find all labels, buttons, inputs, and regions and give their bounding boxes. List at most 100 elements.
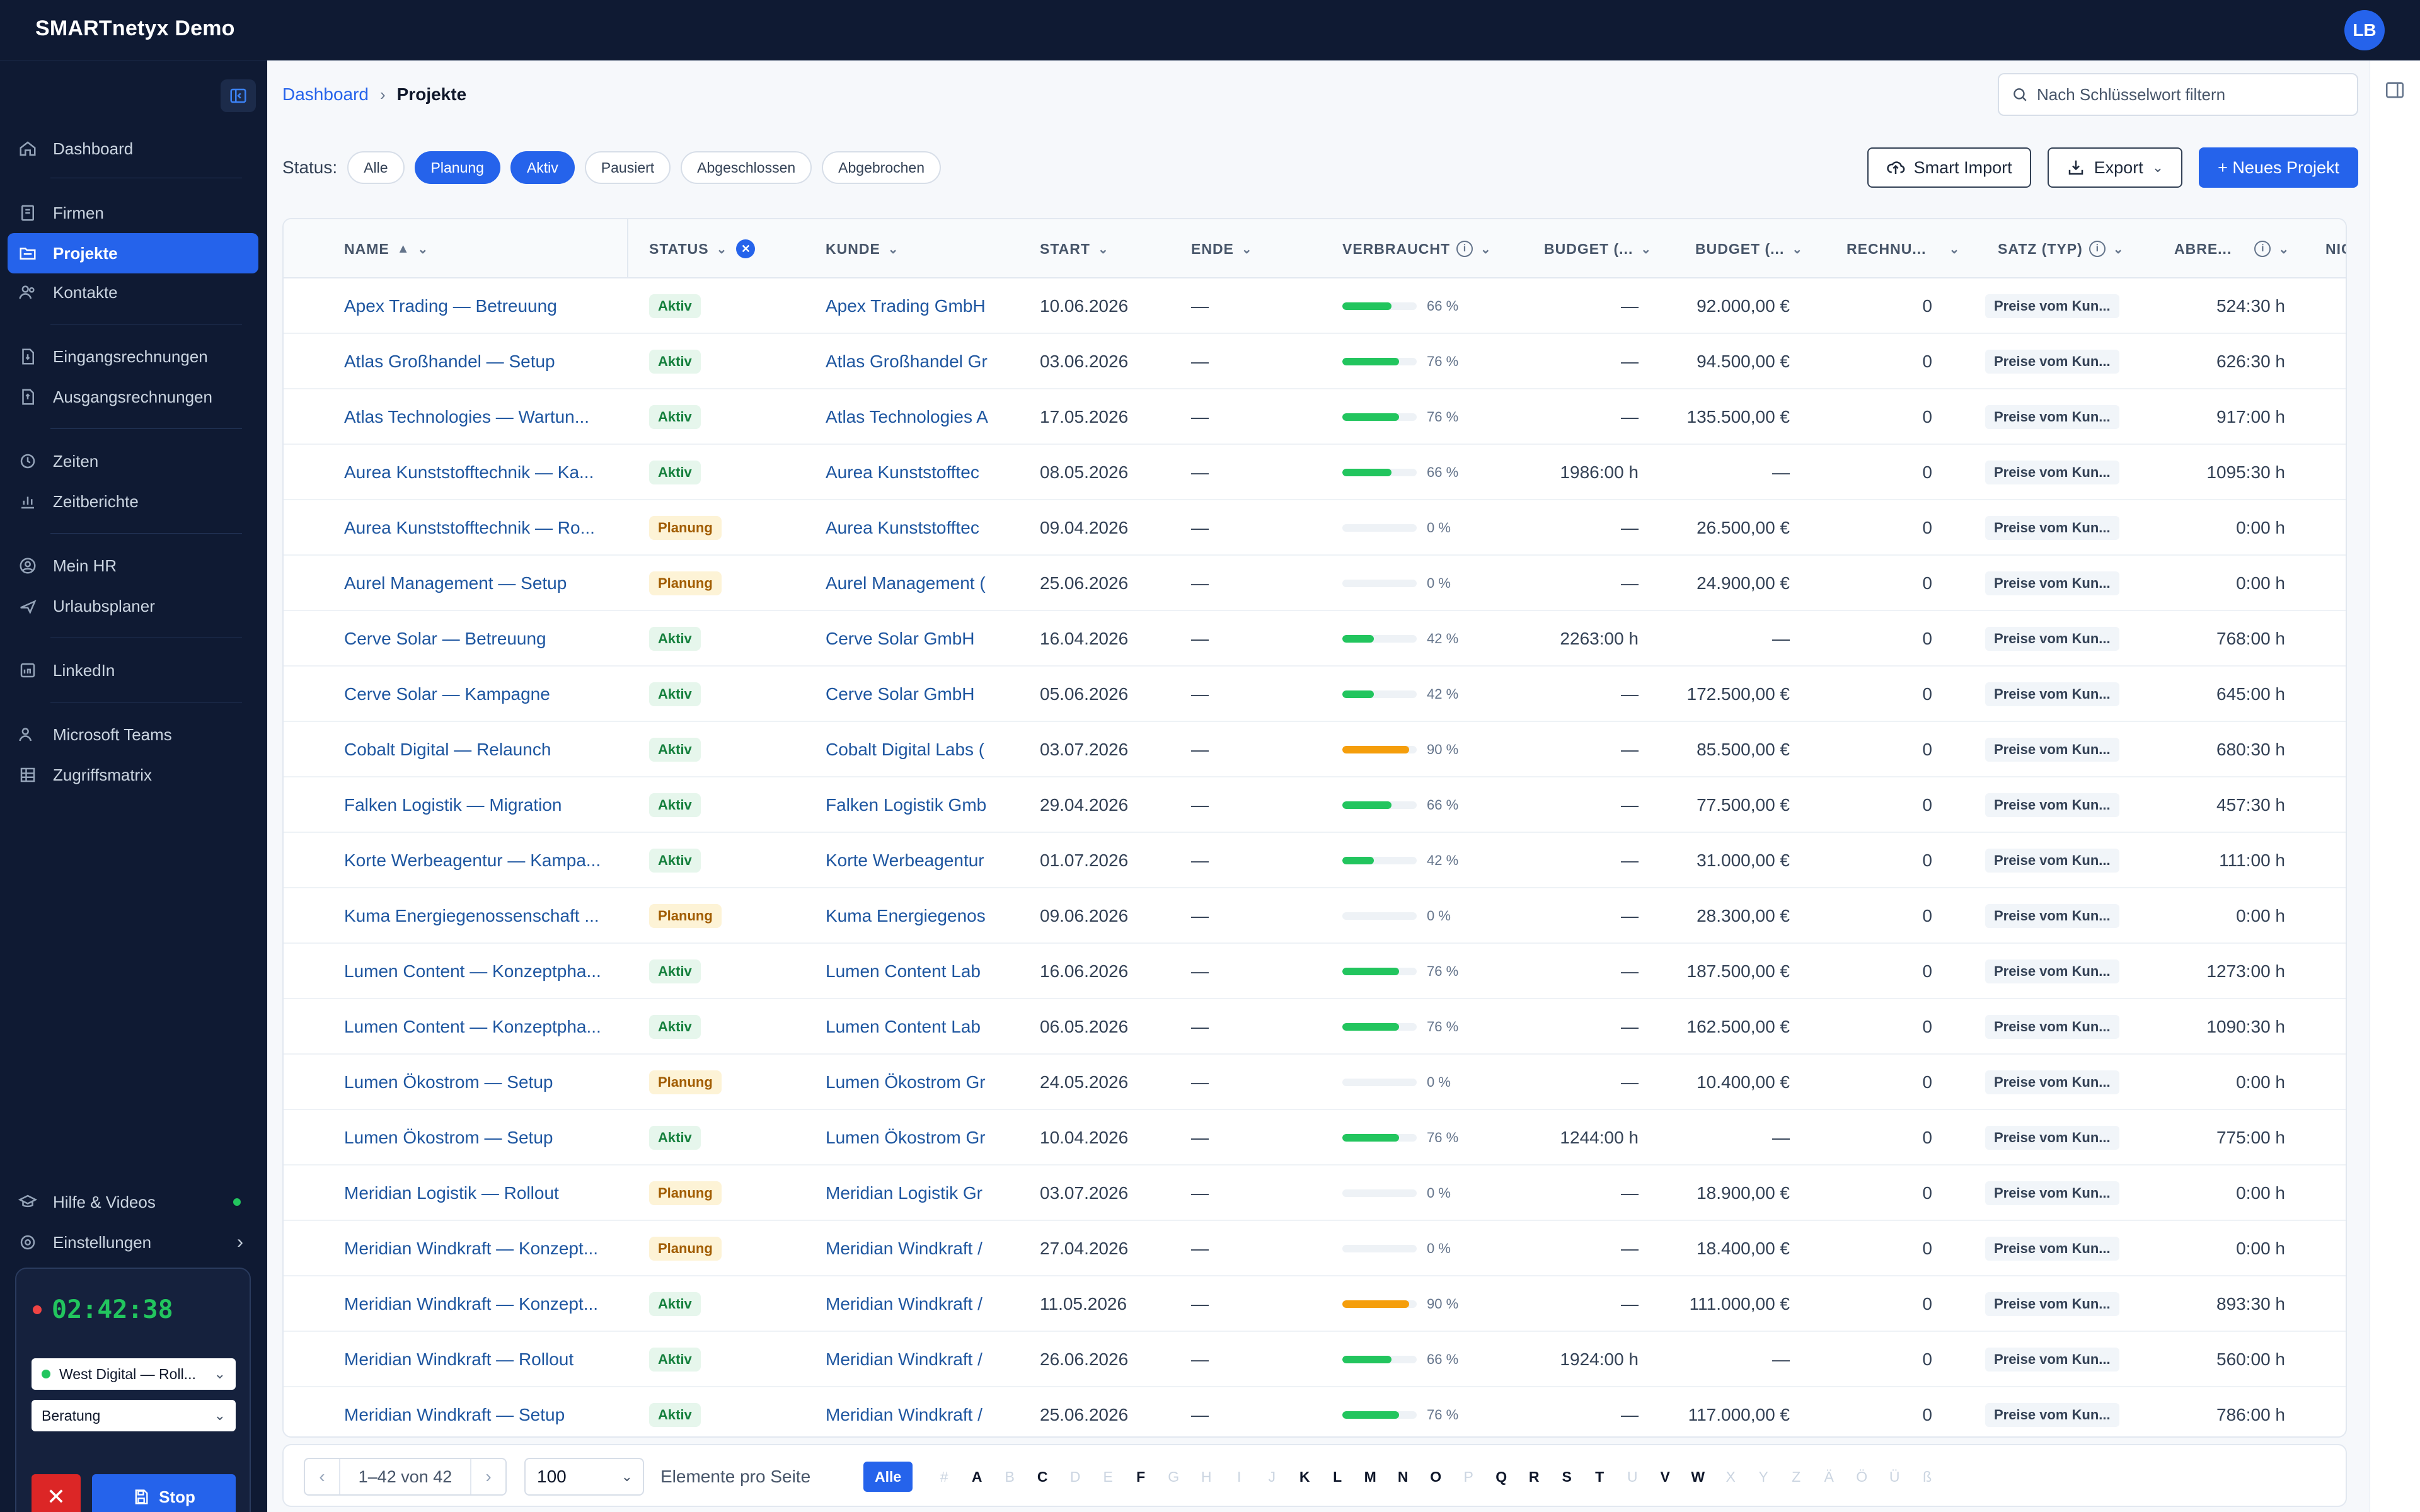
customer-link[interactable]: Atlas Technologies A xyxy=(826,407,988,427)
column-header-kunde[interactable]: KUNDE ⌄ xyxy=(826,219,899,278)
page-size-select[interactable]: 100 ⌄ xyxy=(524,1458,644,1496)
project-name-link[interactable]: Atlas Großhandel — Setup xyxy=(344,334,609,389)
table-row[interactable]: Meridian Windkraft — Konzept... Aktiv Meri… xyxy=(284,1276,2346,1332)
customer-link[interactable]: Meridian Windkraft / xyxy=(826,1239,982,1258)
info-icon[interactable]: i xyxy=(2089,241,2106,257)
customer-link[interactable]: Lumen Content Lab xyxy=(826,1017,981,1036)
table-row[interactable]: Kuma Energiegenossenschaft ... Planung Kum… xyxy=(284,888,2346,944)
project-name-link[interactable]: Meridian Windkraft — Konzept... xyxy=(344,1221,609,1276)
project-name-link[interactable]: Cerve Solar — Betreuung xyxy=(344,611,609,667)
customer-link[interactable]: Meridian Windkraft / xyxy=(826,1294,982,1314)
table-row[interactable]: Apex Trading — Betreuung Aktiv Apex Tradin… xyxy=(284,278,2346,334)
table-row[interactable]: Lumen Content — Konzeptpha... Aktiv Lumen … xyxy=(284,999,2346,1055)
project-name-link[interactable]: Atlas Technologies — Wartun... xyxy=(344,389,609,445)
letter-filter[interactable]: C xyxy=(1037,1468,1048,1485)
customer-link[interactable]: Aurel Management ( xyxy=(826,573,986,593)
sidebar-item-zeiten[interactable]: Zeiten xyxy=(8,441,258,481)
timer-activity-select[interactable]: Beratung ⌄ xyxy=(32,1400,236,1431)
next-page-button[interactable]: › xyxy=(485,1467,492,1486)
customer-link[interactable]: Atlas Großhandel Gr xyxy=(826,352,988,371)
table-row[interactable]: Meridian Logistik — Rollout Planung Meridi… xyxy=(284,1166,2346,1221)
column-header-start[interactable]: START ⌄ xyxy=(1040,219,1109,278)
new-project-button[interactable]: + Neues Projekt xyxy=(2199,147,2358,188)
project-name-link[interactable]: Aurea Kunststofftechnik — Ka... xyxy=(344,445,609,500)
customer-link[interactable]: Kuma Energiegenos xyxy=(826,906,986,925)
project-name-link[interactable]: Lumen Ökostrom — Setup xyxy=(344,1110,609,1166)
project-name-link[interactable]: Meridian Windkraft — Rollout xyxy=(344,1332,609,1387)
customer-link[interactable]: Lumen Ökostrom Gr xyxy=(826,1128,986,1147)
customer-link[interactable]: Cobalt Digital Labs ( xyxy=(826,740,985,759)
letter-filter[interactable]: V xyxy=(1660,1468,1670,1485)
search-box[interactable] xyxy=(1998,73,2358,116)
project-name-link[interactable]: Meridian Windkraft — Konzept... xyxy=(344,1276,609,1332)
project-name-link[interactable]: Aurel Management — Setup xyxy=(344,556,609,611)
table-row[interactable]: Lumen Content — Konzeptpha... Aktiv Lumen … xyxy=(284,944,2346,999)
table-row[interactable]: Aurel Management — Setup Planung Aurel Man… xyxy=(284,556,2346,611)
prev-page-button[interactable]: ‹ xyxy=(319,1467,325,1486)
column-header-verbraucht[interactable]: VERBRAUCHT i ⌄ xyxy=(1342,219,1492,278)
sidebar-item-mein-hr[interactable]: Mein HR xyxy=(8,546,258,586)
sidebar-item-dashboard[interactable]: Dashboard xyxy=(8,129,258,169)
sidebar-item-microsoft-teams[interactable]: Microsoft Teams xyxy=(8,714,258,755)
letter-filter[interactable]: Q xyxy=(1495,1468,1507,1485)
table-row[interactable]: Cerve Solar — Kampagne Aktiv Cerve Solar G… xyxy=(284,667,2346,722)
letter-filter[interactable]: L xyxy=(1333,1468,1342,1485)
letter-filter[interactable]: F xyxy=(1136,1468,1146,1485)
sidebar-item-linkedin[interactable]: LinkedIn xyxy=(8,650,258,690)
timer-discard-button[interactable]: ✕ xyxy=(32,1474,81,1512)
table-row[interactable]: Lumen Ökostrom — Setup Planung Lumen Ökost… xyxy=(284,1055,2346,1110)
project-name-link[interactable]: Falken Logistik — Migration xyxy=(344,777,609,833)
table-row[interactable]: Aurea Kunststofftechnik — Ro... Planung Au… xyxy=(284,500,2346,556)
sidebar-item-eingangsrechnungen[interactable]: Eingangsrechnungen xyxy=(8,336,258,377)
letter-filter[interactable]: K xyxy=(1299,1468,1310,1485)
project-name-link[interactable]: Lumen Ökostrom — Setup xyxy=(344,1055,609,1110)
sidebar-item-zugriffsmatrix[interactable]: Zugriffsmatrix xyxy=(8,755,258,795)
column-header-budget-hours[interactable]: BUDGET (... ⌄ xyxy=(1544,219,1652,278)
letter-filter[interactable]: T xyxy=(1595,1468,1605,1485)
clear-filter-icon[interactable]: ✕ xyxy=(736,239,756,258)
status-chip-planung[interactable]: Planung xyxy=(414,151,500,184)
table-row[interactable]: Atlas Großhandel — Setup Aktiv Atlas Großh… xyxy=(284,334,2346,389)
customer-link[interactable]: Meridian Windkraft / xyxy=(826,1349,982,1369)
column-header-nicht[interactable]: NICH xyxy=(2325,219,2346,278)
customer-link[interactable]: Cerve Solar GmbH xyxy=(826,684,975,704)
project-name-link[interactable]: Apex Trading — Betreuung xyxy=(344,278,609,334)
panel-toggle-button[interactable] xyxy=(2384,79,2406,104)
letter-filter[interactable]: S xyxy=(1562,1468,1572,1485)
column-header-ende[interactable]: ENDE ⌄ xyxy=(1191,219,1253,278)
customer-link[interactable]: Aurea Kunststofftec xyxy=(826,462,979,482)
customer-link[interactable]: Falken Logistik Gmb xyxy=(826,795,987,815)
project-name-link[interactable]: Korte Werbeagentur — Kampa... xyxy=(344,833,609,888)
sidebar-item-zeitberichte[interactable]: Zeitberichte xyxy=(8,481,258,522)
column-header-status[interactable]: STATUS ⌄ ✕ xyxy=(649,219,756,278)
sidebar-collapse-button[interactable] xyxy=(221,79,256,112)
sidebar-item-projekte[interactable]: Projekte xyxy=(8,233,258,273)
table-row[interactable]: Korte Werbeagentur — Kampa... Aktiv Korte … xyxy=(284,833,2346,888)
column-header-budget-eur[interactable]: BUDGET (... ⌄ xyxy=(1695,219,1803,278)
search-input[interactable] xyxy=(2037,84,2339,105)
info-icon[interactable]: i xyxy=(1456,241,1473,257)
breadcrumb-dashboard-link[interactable]: Dashboard xyxy=(282,84,369,104)
project-name-link[interactable]: Cobalt Digital — Relaunch xyxy=(344,722,609,777)
table-row[interactable]: Meridian Windkraft — Setup Aktiv Meridian … xyxy=(284,1387,2346,1436)
status-chip-pausiert[interactable]: Pausiert xyxy=(584,151,671,184)
letter-filter[interactable]: W xyxy=(1691,1468,1705,1485)
project-name-link[interactable]: Lumen Content — Konzeptpha... xyxy=(344,999,609,1055)
column-header-name[interactable]: NAME ▲ ⌄ xyxy=(344,219,429,278)
customer-link[interactable]: Meridian Logistik Gr xyxy=(826,1183,982,1203)
table-row[interactable]: Aurea Kunststofftechnik — Ka... Aktiv Aure… xyxy=(284,445,2346,500)
table-row[interactable]: Falken Logistik — Migration Aktiv Falken L… xyxy=(284,777,2346,833)
letter-filter[interactable]: R xyxy=(1528,1468,1540,1485)
customer-link[interactable]: Apex Trading GmbH xyxy=(826,296,986,316)
smart-import-button[interactable]: Smart Import xyxy=(1867,147,2031,188)
table-row[interactable]: Cerve Solar — Betreuung Aktiv Cerve Solar … xyxy=(284,611,2346,667)
column-header-abrechenbar[interactable]: ABRE... i ⌄ xyxy=(2174,219,2290,278)
table-row[interactable]: Meridian Windkraft — Rollout Aktiv Meridia… xyxy=(284,1332,2346,1387)
table-row[interactable]: Atlas Technologies — Wartun... Aktiv Atlas… xyxy=(284,389,2346,445)
sidebar-item-help[interactable]: Hilfe & Videos xyxy=(8,1182,258,1222)
project-name-link[interactable]: Meridian Logistik — Rollout xyxy=(344,1166,609,1221)
customer-link[interactable]: Meridian Windkraft / xyxy=(826,1405,982,1424)
user-avatar[interactable]: LB xyxy=(2344,10,2385,50)
status-chip-aktiv[interactable]: Aktiv xyxy=(510,151,575,184)
project-name-link[interactable]: Cerve Solar — Kampagne xyxy=(344,667,609,722)
